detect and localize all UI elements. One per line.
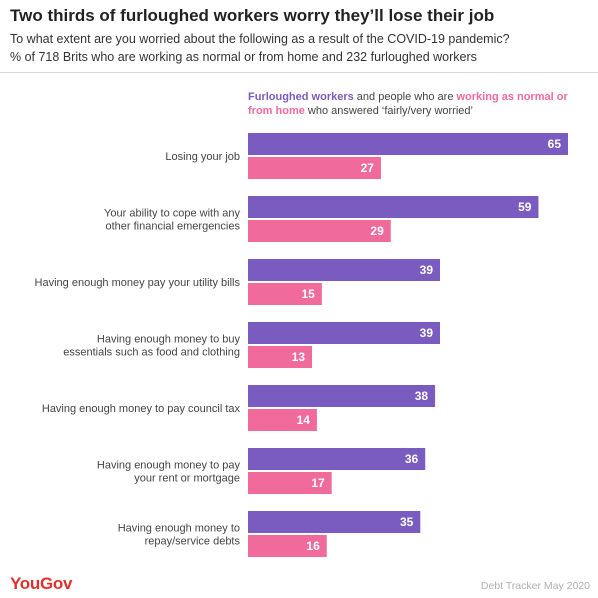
legend-working: working as normal or from home bbox=[248, 91, 568, 117]
category-label-1: other financial emergencies bbox=[105, 221, 240, 233]
value-label-furloughed-6: 35 bbox=[400, 515, 414, 529]
legend-text: and people who are bbox=[353, 91, 457, 103]
value-label-working-2: 15 bbox=[301, 287, 315, 301]
value-label-furloughed-2: 39 bbox=[420, 263, 434, 277]
bar-working-5 bbox=[248, 472, 332, 494]
bar-working-2 bbox=[248, 283, 322, 305]
source-note: Debt Tracker May 2020 bbox=[480, 580, 590, 592]
yougov-logo: YouGov bbox=[10, 574, 73, 593]
bar-working-1 bbox=[248, 220, 391, 242]
bar-working-3 bbox=[248, 346, 312, 368]
category-label-1: Your ability to cope with any bbox=[104, 208, 240, 220]
bar-working-6 bbox=[248, 535, 327, 557]
bar-furloughed-6 bbox=[248, 511, 421, 533]
category-label-6: Having enough money to bbox=[118, 523, 240, 535]
category-label-6: repay/service debts bbox=[145, 536, 241, 548]
value-label-working-1: 29 bbox=[370, 224, 384, 238]
value-label-furloughed-4: 38 bbox=[415, 389, 429, 403]
value-label-working-0: 27 bbox=[361, 161, 375, 175]
chart-title: Two thirds of furloughed workers worry t… bbox=[10, 6, 495, 25]
value-label-furloughed-1: 59 bbox=[518, 200, 532, 214]
bar-furloughed-5 bbox=[248, 448, 426, 470]
bar-working-4 bbox=[248, 409, 317, 431]
category-label-3: essentials such as food and clothing bbox=[63, 347, 240, 359]
bar-furloughed-0 bbox=[248, 133, 568, 155]
category-label-0: Losing your job bbox=[165, 151, 240, 163]
bar-working-0 bbox=[248, 157, 381, 179]
category-label-5: Having enough money to pay bbox=[97, 460, 241, 472]
bar-furloughed-3 bbox=[248, 322, 440, 344]
header-divider bbox=[0, 72, 598, 73]
category-label-2: Having enough money pay your utility bil… bbox=[35, 277, 241, 289]
value-label-working-6: 16 bbox=[306, 539, 320, 553]
category-label-5: your rent or mortgage bbox=[134, 473, 240, 485]
value-label-working-4: 14 bbox=[297, 413, 311, 427]
category-label-3: Having enough money to buy bbox=[97, 334, 241, 346]
legend-furloughed: Furloughed workers bbox=[248, 91, 354, 103]
value-label-working-3: 13 bbox=[292, 350, 306, 364]
legend-text-end: who answered ‘fairly/very worried’ bbox=[304, 105, 473, 117]
value-label-furloughed-3: 39 bbox=[420, 326, 434, 340]
chart-subtitle-question: To what extent are you worried about the… bbox=[10, 32, 510, 46]
category-label-4: Having enough money to pay council tax bbox=[42, 403, 241, 415]
value-label-furloughed-0: 65 bbox=[548, 137, 562, 151]
bar-furloughed-4 bbox=[248, 385, 436, 407]
value-label-working-5: 17 bbox=[311, 476, 325, 490]
chart-subtitle-base: % of 718 Brits who are working as normal… bbox=[10, 50, 477, 64]
chart-legend: Furloughed workers and people who are wo… bbox=[248, 90, 588, 118]
bar-furloughed-2 bbox=[248, 259, 440, 281]
bar-furloughed-1 bbox=[248, 196, 539, 218]
value-label-furloughed-5: 36 bbox=[405, 452, 419, 466]
